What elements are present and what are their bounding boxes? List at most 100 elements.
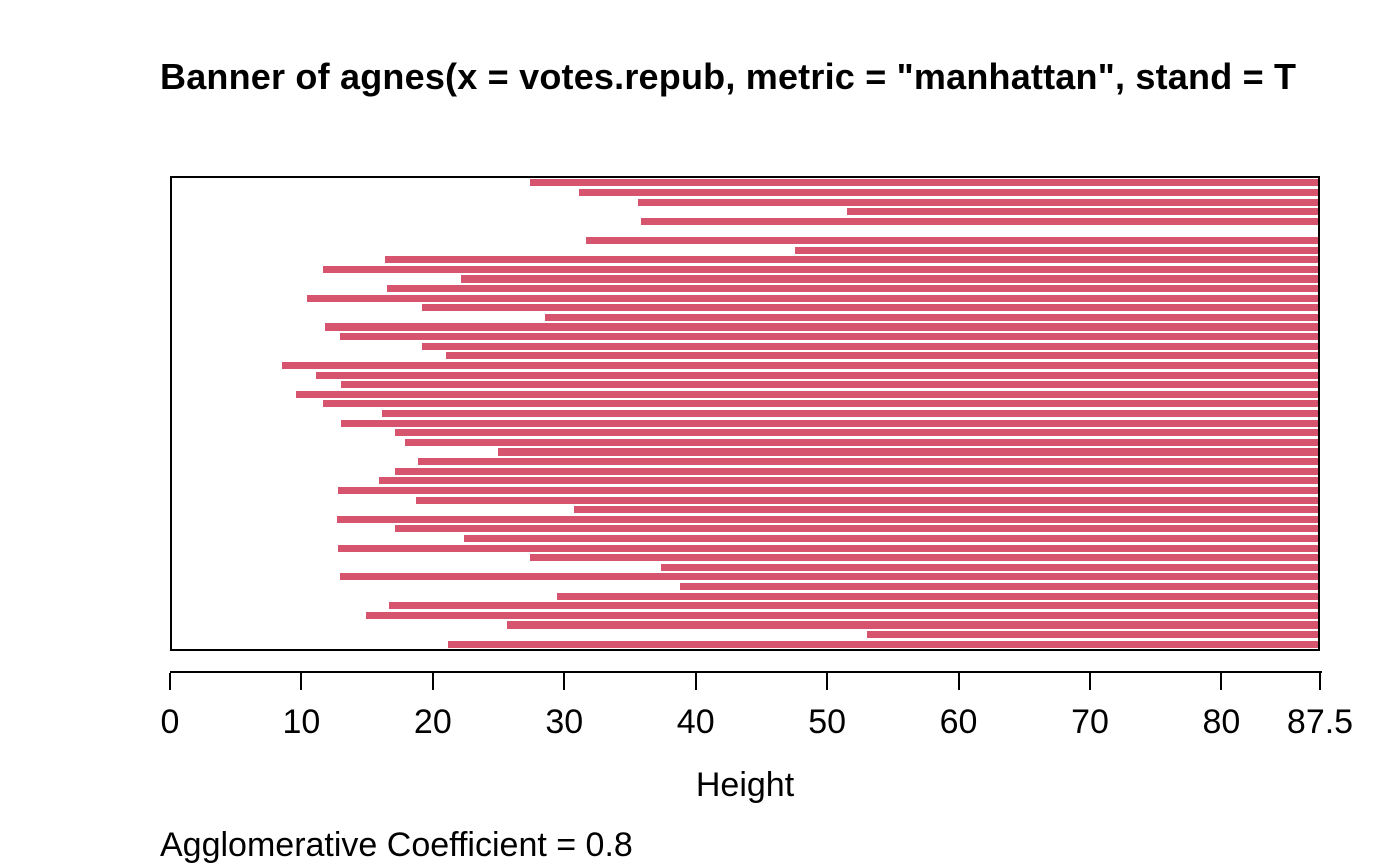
banner-bar [405,438,1318,446]
x-axis-tick [300,673,303,690]
banner-bar [846,208,1318,216]
banner-bar [448,640,1318,648]
banner-row [172,333,1318,341]
banner-bar [585,236,1318,245]
banner-row [172,198,1318,206]
banner-bar [557,592,1318,600]
banner-row [172,246,1318,254]
banner-bar [795,246,1318,254]
x-axis-tick [694,673,697,690]
banner-bar [461,275,1318,283]
banner-row [172,256,1318,264]
agglomerative-coefficient-label: Agglomerative Coefficient = 0.8 [160,826,633,864]
banner-bar [282,361,1318,370]
banner-row [172,640,1318,648]
banner-row [172,294,1318,302]
banner-row [172,381,1318,389]
x-axis-tick-label: 0 [160,703,180,741]
banner-bar [340,419,1318,427]
banner-bar [574,506,1318,514]
banner-row [172,313,1318,321]
x-axis-tick [1220,673,1223,690]
banner-row [172,525,1318,533]
x-axis-tick [1319,673,1321,690]
banner-row [172,188,1318,196]
banner-bar [545,313,1318,321]
banner-bar [338,544,1318,552]
banner-row [172,515,1318,523]
banner-row [172,583,1318,591]
banner-row [172,342,1318,350]
banner-row [172,400,1318,408]
banner-row [172,544,1318,552]
x-axis-tick-label: 30 [545,703,584,741]
banner-bar [394,467,1318,475]
banner-bar [339,573,1318,581]
banner-row [172,563,1318,571]
banner-row [172,506,1318,514]
x-axis-tick [431,673,434,690]
banner-bar [316,371,1318,379]
banner-row [172,573,1318,581]
banner-bar [464,534,1318,543]
banner-row [172,352,1318,360]
banner-row [172,477,1318,485]
banner-row [172,217,1318,225]
banner-bar [385,256,1318,264]
banner-bar [322,400,1318,408]
x-axis-tick [169,673,171,690]
banner-row [172,275,1318,283]
banner-bar [529,179,1318,187]
banner-bar [340,381,1318,389]
banner-bar [579,188,1318,196]
banner-row [172,236,1318,245]
banner-row [172,419,1318,427]
banner-bar [306,294,1318,302]
x-axis-tick-label: 10 [282,703,321,741]
plot-title: Banner of agnes(x = votes.repub, metric … [160,56,1297,97]
banner-bar [418,458,1318,466]
banner-row [172,602,1318,610]
x-axis-tick-label: 50 [808,703,847,741]
banner-bar [338,486,1318,494]
banner-row [172,438,1318,446]
plot-area [170,176,1320,651]
banner-bar [640,217,1318,225]
banner-bar [422,342,1318,350]
x-axis-tick-label: 80 [1202,703,1241,741]
banner-row [172,611,1318,619]
banner-bar [660,563,1318,571]
banner-row [172,323,1318,331]
banner-row [172,429,1318,437]
banner-bar [386,285,1318,293]
x-axis-tick [1089,673,1091,690]
banner-row [172,227,1318,234]
x-axis-tick-label: 70 [1071,703,1109,741]
banner-bar [296,390,1318,398]
banner-bar [339,333,1318,341]
banner-row [172,534,1318,543]
banner-row [172,486,1318,494]
x-axis-tick-label: 20 [413,703,452,741]
banner-bar [507,621,1318,629]
banner-bar [394,429,1318,437]
banner-bar [337,515,1318,523]
x-axis-tick-label: 87.5 [1286,703,1354,741]
banner-bar [422,304,1318,312]
banner-bar [381,409,1318,418]
banner-row [172,304,1318,312]
x-axis-tick [563,673,566,690]
x-axis-tick-label: 40 [676,703,715,741]
banner-row [172,179,1318,187]
x-axis-tick [826,673,829,690]
banner-bar [498,448,1318,456]
banner-bar [325,323,1318,331]
banner-row [172,285,1318,293]
banner-bar [680,583,1318,591]
banner-bar [378,477,1318,485]
banner-bar [529,554,1318,562]
banner-row [172,265,1318,273]
banner-row [172,361,1318,370]
banner-bar [445,352,1318,360]
